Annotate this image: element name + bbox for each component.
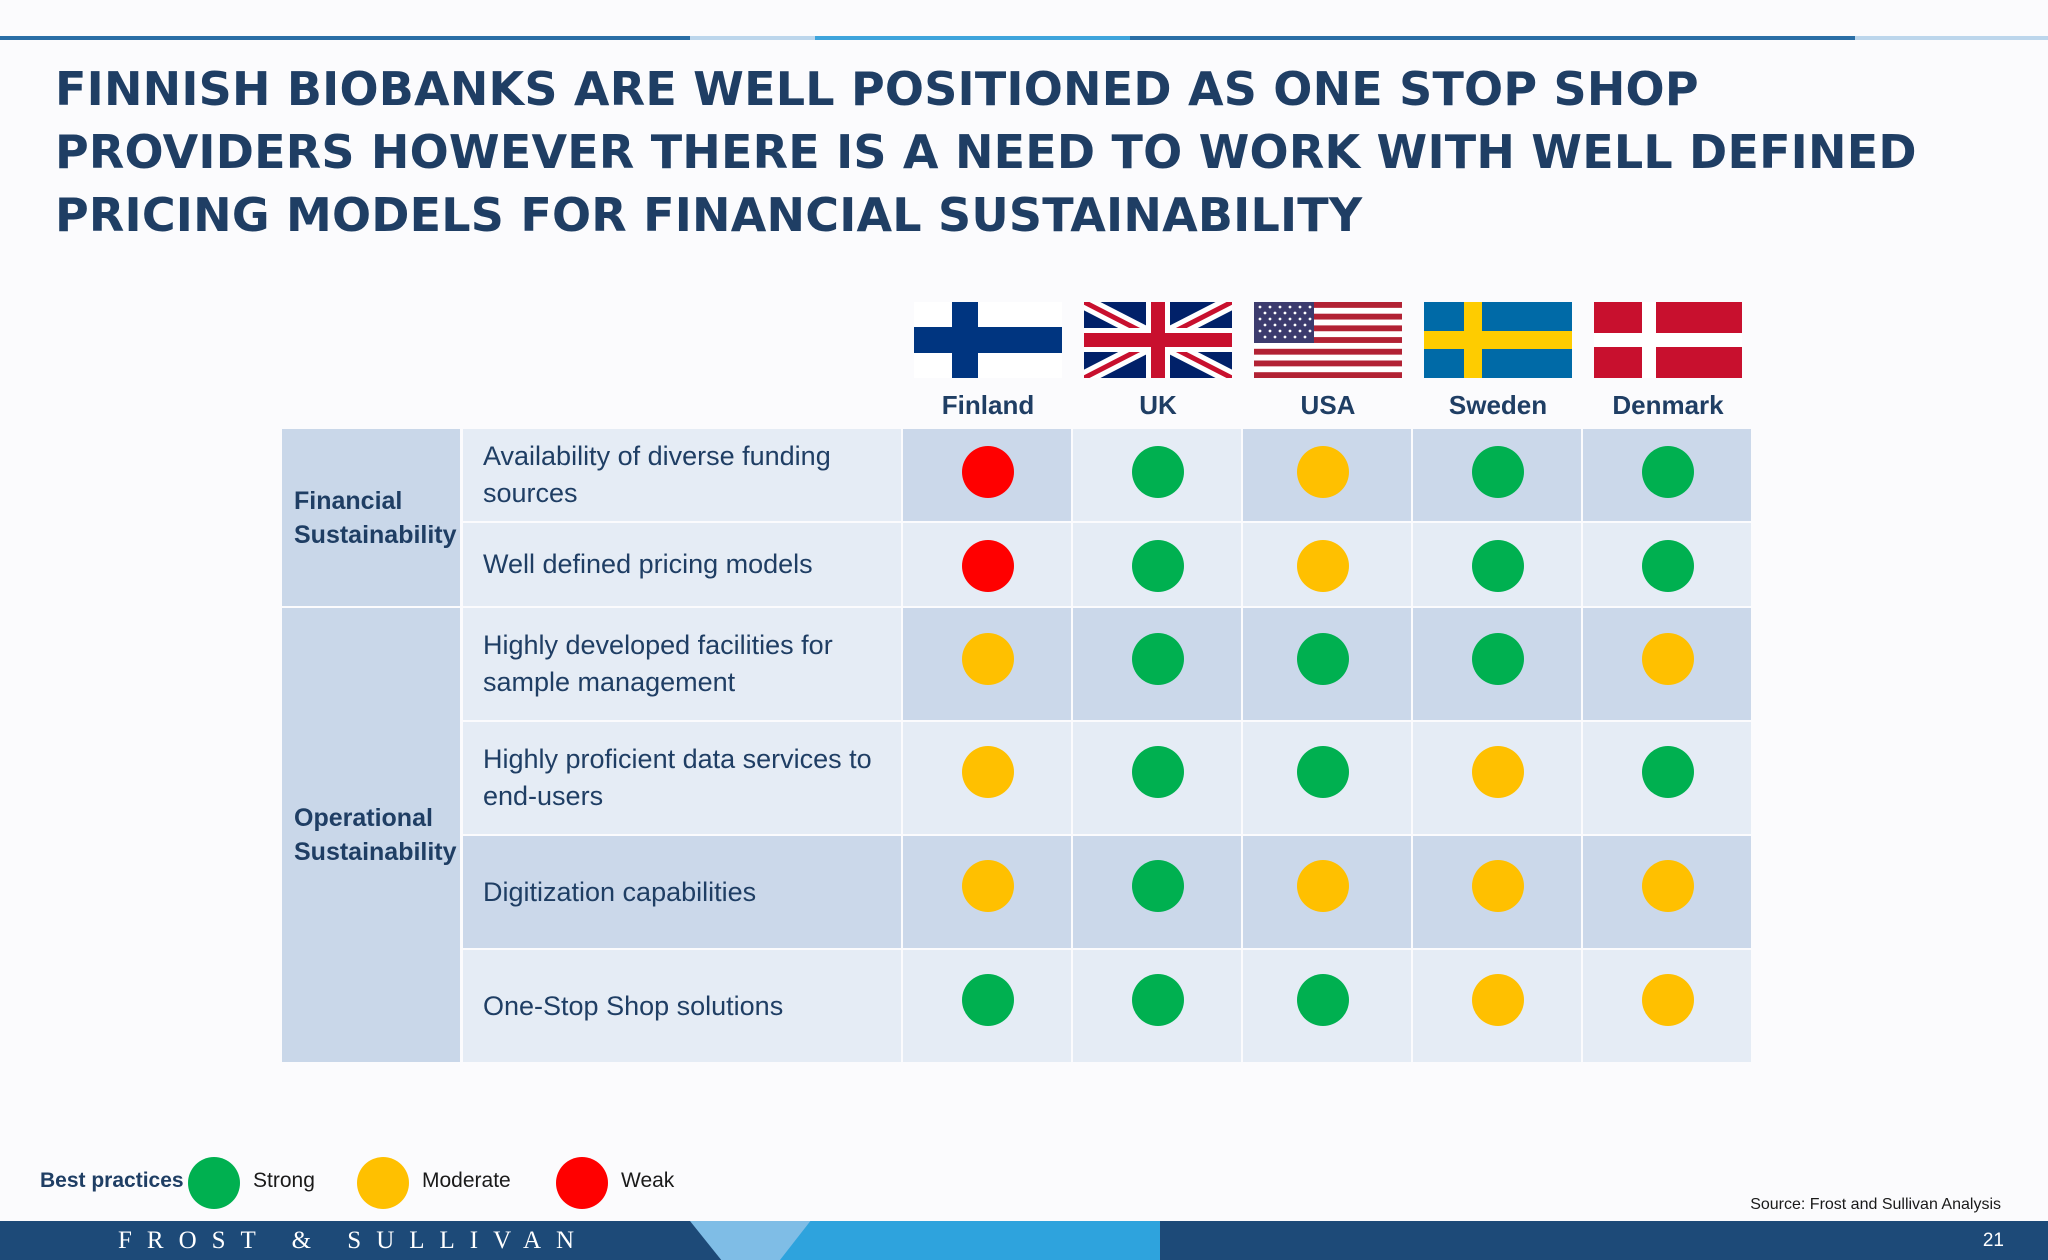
rating-dot-weak <box>962 540 1014 592</box>
rating-dot-moderate <box>1642 633 1694 685</box>
rating-dot-strong <box>1472 633 1524 685</box>
rating-dot-moderate <box>962 860 1014 912</box>
rating-dot-strong <box>1472 540 1524 592</box>
category-label: Operational Sustainability <box>294 804 457 866</box>
rating-dot-moderate <box>1297 446 1349 498</box>
country-label-denmark: Denmark <box>1612 390 1724 420</box>
legend-moderate-dot <box>357 1157 409 1209</box>
rating-dot-strong <box>1132 860 1184 912</box>
criterion-cell: Digitization capabilities <box>463 836 901 948</box>
country-label-uk: UK <box>1139 390 1177 420</box>
rating-dot-moderate <box>1297 540 1349 592</box>
rating-dot-moderate <box>1642 974 1694 1026</box>
rating-dot-moderate <box>1297 860 1349 912</box>
rating-dot-strong <box>1472 446 1524 498</box>
criterion-label: Digitization capabilities <box>483 876 757 907</box>
usa-flag-icon <box>1254 302 1402 378</box>
country-label-usa: USA <box>1300 390 1356 420</box>
legend-title: Best practices <box>40 1169 184 1192</box>
rating-dot-strong <box>1132 446 1184 498</box>
category-operational-sustainability: Operational Sustainability <box>282 608 460 1062</box>
rating-dot-weak <box>962 446 1014 498</box>
criterion-cell: Well defined pricing models <box>463 523 901 606</box>
rating-dot-moderate <box>962 633 1014 685</box>
rating-dot-strong <box>1132 746 1184 798</box>
rating-dot-strong <box>1132 974 1184 1026</box>
category-financial-sustainability: Financial Sustainability <box>282 429 460 606</box>
criterion-label: One-Stop Shop solutions <box>483 990 784 1021</box>
country-label-sweden: Sweden <box>1448 390 1548 420</box>
legend-weak-dot <box>556 1157 608 1209</box>
rating-dot-strong <box>1132 633 1184 685</box>
rating-dot-strong <box>1297 974 1349 1026</box>
uk-flag-icon <box>1084 302 1232 378</box>
slide-title: FINNISH BIOBANKS ARE WELL POSITIONED AS … <box>55 62 1917 242</box>
sweden-flag-icon <box>1424 302 1572 378</box>
category-label: Financial Sustainability <box>294 486 457 549</box>
rating-dot-moderate <box>1472 974 1524 1026</box>
criterion-label: Well defined pricing models <box>483 549 813 579</box>
criterion-cell: Highly developed facilities for sample m… <box>463 608 901 720</box>
rating-dot-moderate <box>1642 860 1694 912</box>
brand-logo: FROST & SULLIVAN <box>118 1227 590 1254</box>
criterion-cell: Availability of diverse funding sources <box>463 429 901 521</box>
denmark-flag-icon <box>1594 302 1742 378</box>
source-note: Source: Frost and Sullivan Analysis <box>1750 1196 2001 1213</box>
rating-dot-strong <box>1132 540 1184 592</box>
rating-dot-moderate <box>962 746 1014 798</box>
rating-dot-moderate <box>1472 746 1524 798</box>
finland-flag-icon <box>914 302 1062 378</box>
rating-dot-strong <box>1642 446 1694 498</box>
legend-strong-dot <box>188 1157 240 1209</box>
rating-dot-moderate <box>1472 860 1524 912</box>
legend-strong-label: Strong <box>253 1169 315 1192</box>
top-rule <box>0 36 2048 40</box>
rating-dot-strong <box>1297 746 1349 798</box>
criterion-label: Highly proficient data services to end-u… <box>483 744 872 811</box>
criterion-label: Highly developed facilities for sample m… <box>483 630 833 697</box>
rating-dot-strong <box>1297 633 1349 685</box>
criterion-label: Availability of diverse funding sources <box>483 441 831 508</box>
criterion-cell: Highly proficient data services to end-u… <box>463 722 901 834</box>
rating-dot-strong <box>962 974 1014 1026</box>
legend-weak-label: Weak <box>621 1169 675 1192</box>
rating-dot-strong <box>1642 540 1694 592</box>
page-number: 21 <box>1982 1230 2004 1251</box>
legend-moderate-label: Moderate <box>422 1169 511 1192</box>
rating-dot-strong <box>1642 746 1694 798</box>
criterion-cell: One-Stop Shop solutions <box>463 950 901 1062</box>
country-label-finland: Finland <box>941 390 1035 420</box>
footer-bar <box>0 1221 2048 1260</box>
